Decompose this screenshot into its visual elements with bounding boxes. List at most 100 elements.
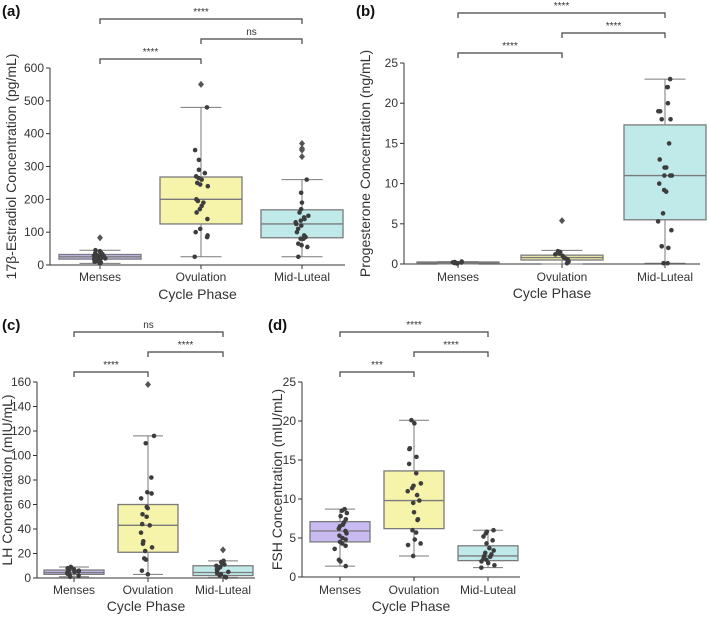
data-point xyxy=(491,527,496,533)
bracket-line xyxy=(99,58,202,64)
data-point xyxy=(479,565,484,570)
data-point xyxy=(222,574,228,580)
data-point xyxy=(145,489,150,495)
data-point xyxy=(482,550,488,556)
significance-label: ns xyxy=(143,320,154,331)
y-tick-label: 5 xyxy=(391,217,398,231)
x-tick-label: Menses xyxy=(437,270,479,284)
significance-label: **** xyxy=(406,320,422,331)
data-point xyxy=(92,251,98,256)
data-point xyxy=(149,475,154,480)
y-tick-label: 600 xyxy=(24,61,44,75)
data-point xyxy=(145,572,151,577)
box-menses xyxy=(43,564,105,580)
data-point xyxy=(666,245,671,251)
data-point xyxy=(194,197,199,202)
y-tick-label: 100 xyxy=(24,225,44,239)
data-point xyxy=(138,530,144,535)
bracket-line xyxy=(457,52,563,58)
bracket-line xyxy=(339,331,489,337)
data-point xyxy=(660,211,666,216)
significance-label: **** xyxy=(143,47,159,58)
data-point xyxy=(411,483,416,489)
data-point xyxy=(221,558,226,564)
data-point xyxy=(141,538,146,544)
outlier-point xyxy=(299,140,305,148)
data-point xyxy=(205,216,210,222)
iqr-box xyxy=(623,124,707,221)
outlier-point xyxy=(198,80,204,88)
data-point xyxy=(659,244,665,249)
y-axis-label: LH Concentration (mIU/mL) xyxy=(0,394,15,565)
y-tick-label: 300 xyxy=(24,160,44,174)
y-tick-label: 20 xyxy=(18,547,32,561)
y-tick-label: 0 xyxy=(289,570,296,584)
data-point xyxy=(299,223,304,228)
y-tick-label: 60 xyxy=(18,498,32,512)
data-point xyxy=(669,227,674,233)
data-point xyxy=(337,533,342,538)
data-point xyxy=(202,170,208,176)
panel-c: (c) 0 20 40 60 80 100 120 140 160 Menses Ovulation M… xyxy=(0,317,255,614)
significance-bracket: **** xyxy=(147,340,224,357)
outlier-point xyxy=(220,546,226,554)
data-point xyxy=(490,538,495,543)
data-point xyxy=(665,100,671,106)
x-tick-label: Mid-Luteal xyxy=(637,270,693,284)
significance-label: **** xyxy=(103,360,119,371)
data-point xyxy=(194,180,200,186)
data-point xyxy=(484,541,489,546)
panel-label: (d) xyxy=(268,317,287,334)
data-point xyxy=(417,498,422,503)
data-point xyxy=(344,510,350,516)
significance-label: ns xyxy=(246,27,257,38)
data-point xyxy=(143,440,149,446)
significance-label: **** xyxy=(178,340,194,351)
data-point xyxy=(144,514,149,520)
significance-bracket: **** xyxy=(561,21,666,38)
data-point xyxy=(204,105,210,110)
data-point xyxy=(662,173,667,178)
bracket-line xyxy=(73,331,224,337)
box-menses xyxy=(416,259,500,266)
data-point xyxy=(193,174,199,179)
significance-bracket: **** xyxy=(457,41,563,58)
x-axis-label: Cycle Phase xyxy=(107,598,186,614)
data-point xyxy=(418,481,424,486)
data-point xyxy=(407,446,413,451)
data-point xyxy=(657,157,663,162)
bracket-line xyxy=(200,38,303,44)
box-menses xyxy=(309,506,371,569)
data-point xyxy=(664,84,670,90)
data-point xyxy=(484,529,490,535)
x-axis-label: Cycle Phase xyxy=(158,286,237,302)
data-point xyxy=(662,165,667,170)
data-point xyxy=(343,543,348,549)
data-point xyxy=(226,569,231,575)
data-point xyxy=(411,509,417,515)
data-point xyxy=(296,254,301,260)
data-point xyxy=(406,461,412,467)
data-point xyxy=(197,226,203,232)
box-mid-luteal xyxy=(623,76,707,266)
panel-d: (d) 0 5 10 15 20 25 Menses Ovulation Mid-Luteal Cy… xyxy=(268,317,520,614)
data-point xyxy=(298,236,303,242)
data-point xyxy=(149,545,155,550)
significance-bracket: **** xyxy=(99,7,303,24)
data-point xyxy=(76,568,82,573)
data-point xyxy=(218,572,224,577)
y-tick-label: 10 xyxy=(283,492,297,506)
data-point xyxy=(301,215,307,220)
y-axis-label: FSH Concentration (mIU/mL) xyxy=(269,389,285,570)
data-point xyxy=(661,260,666,266)
data-point xyxy=(301,233,307,238)
x-tick-label: Ovulation xyxy=(176,270,227,284)
significance-bracket: **** xyxy=(99,47,202,64)
y-tick-label: 15 xyxy=(283,453,297,467)
bracket-line xyxy=(457,12,666,18)
data-point xyxy=(409,417,414,423)
data-point xyxy=(655,219,661,224)
x-tick-label: Mid-Luteal xyxy=(274,270,330,284)
data-point xyxy=(139,568,145,573)
y-tick-label: 20 xyxy=(385,96,399,110)
